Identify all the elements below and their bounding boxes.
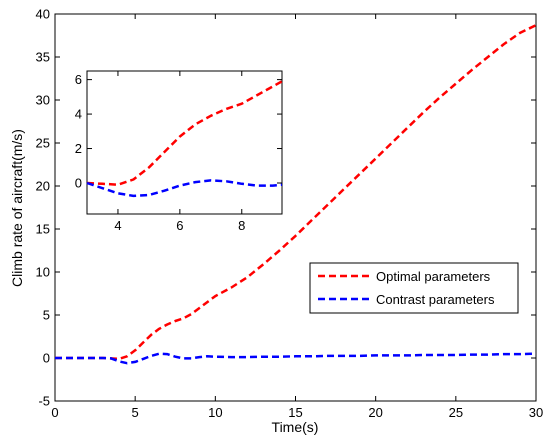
main-ytick-label: 40	[36, 7, 50, 22]
main-xtick-label: 0	[51, 405, 58, 420]
legend: Optimal parameters Contrast parameters	[309, 262, 519, 314]
inset-xtick-label: 8	[238, 218, 245, 233]
main-ytick-label: -5	[38, 394, 50, 409]
inset-ytick-label: 0	[75, 176, 82, 191]
main-series-group	[55, 24, 537, 365]
inset-ytick-label: 2	[75, 141, 82, 156]
inset-xtick-label: 6	[176, 218, 183, 233]
y-axis-title: Climb rate of aircraft(m/s)	[9, 129, 25, 287]
legend-label-optimal: Optimal parameters	[376, 269, 491, 284]
legend-label-contrast: Contrast parameters	[376, 292, 495, 307]
legend-box	[309, 262, 519, 314]
inset-ytick-label: 4	[75, 107, 82, 122]
main-xtick-label: 30	[529, 405, 543, 420]
main-ytick-label: 20	[36, 179, 50, 194]
main-ytick-label: 30	[36, 93, 50, 108]
main-xtick-label: 5	[132, 405, 139, 420]
main-ytick-label: 5	[43, 308, 50, 323]
main-xtick-label: 25	[449, 405, 463, 420]
main-series-line-0	[55, 24, 537, 361]
inset-series-line-1	[86, 179, 283, 198]
x-axis-title: Time(s)	[272, 419, 319, 435]
main-ytick-label: 0	[43, 351, 50, 366]
main-xtick-label: 15	[288, 405, 302, 420]
main-ytick-label: 10	[36, 265, 50, 280]
main-series-line-1	[55, 352, 537, 365]
inset-series-line-0	[86, 80, 283, 186]
inset-series-group	[86, 80, 283, 198]
inset-ytick-label: 6	[75, 72, 82, 87]
main-ytick-label: 35	[36, 50, 50, 65]
main-xtick-label: 10	[208, 405, 222, 420]
main-xtick-label: 20	[368, 405, 382, 420]
inset-axis-ticks: 4 6 8 0 2 4 6	[75, 71, 282, 233]
inset-plot-area	[86, 70, 283, 215]
inset-xtick-label: 4	[114, 218, 121, 233]
main-ytick-label: 15	[36, 222, 50, 237]
main-ytick-label: 25	[36, 136, 50, 151]
